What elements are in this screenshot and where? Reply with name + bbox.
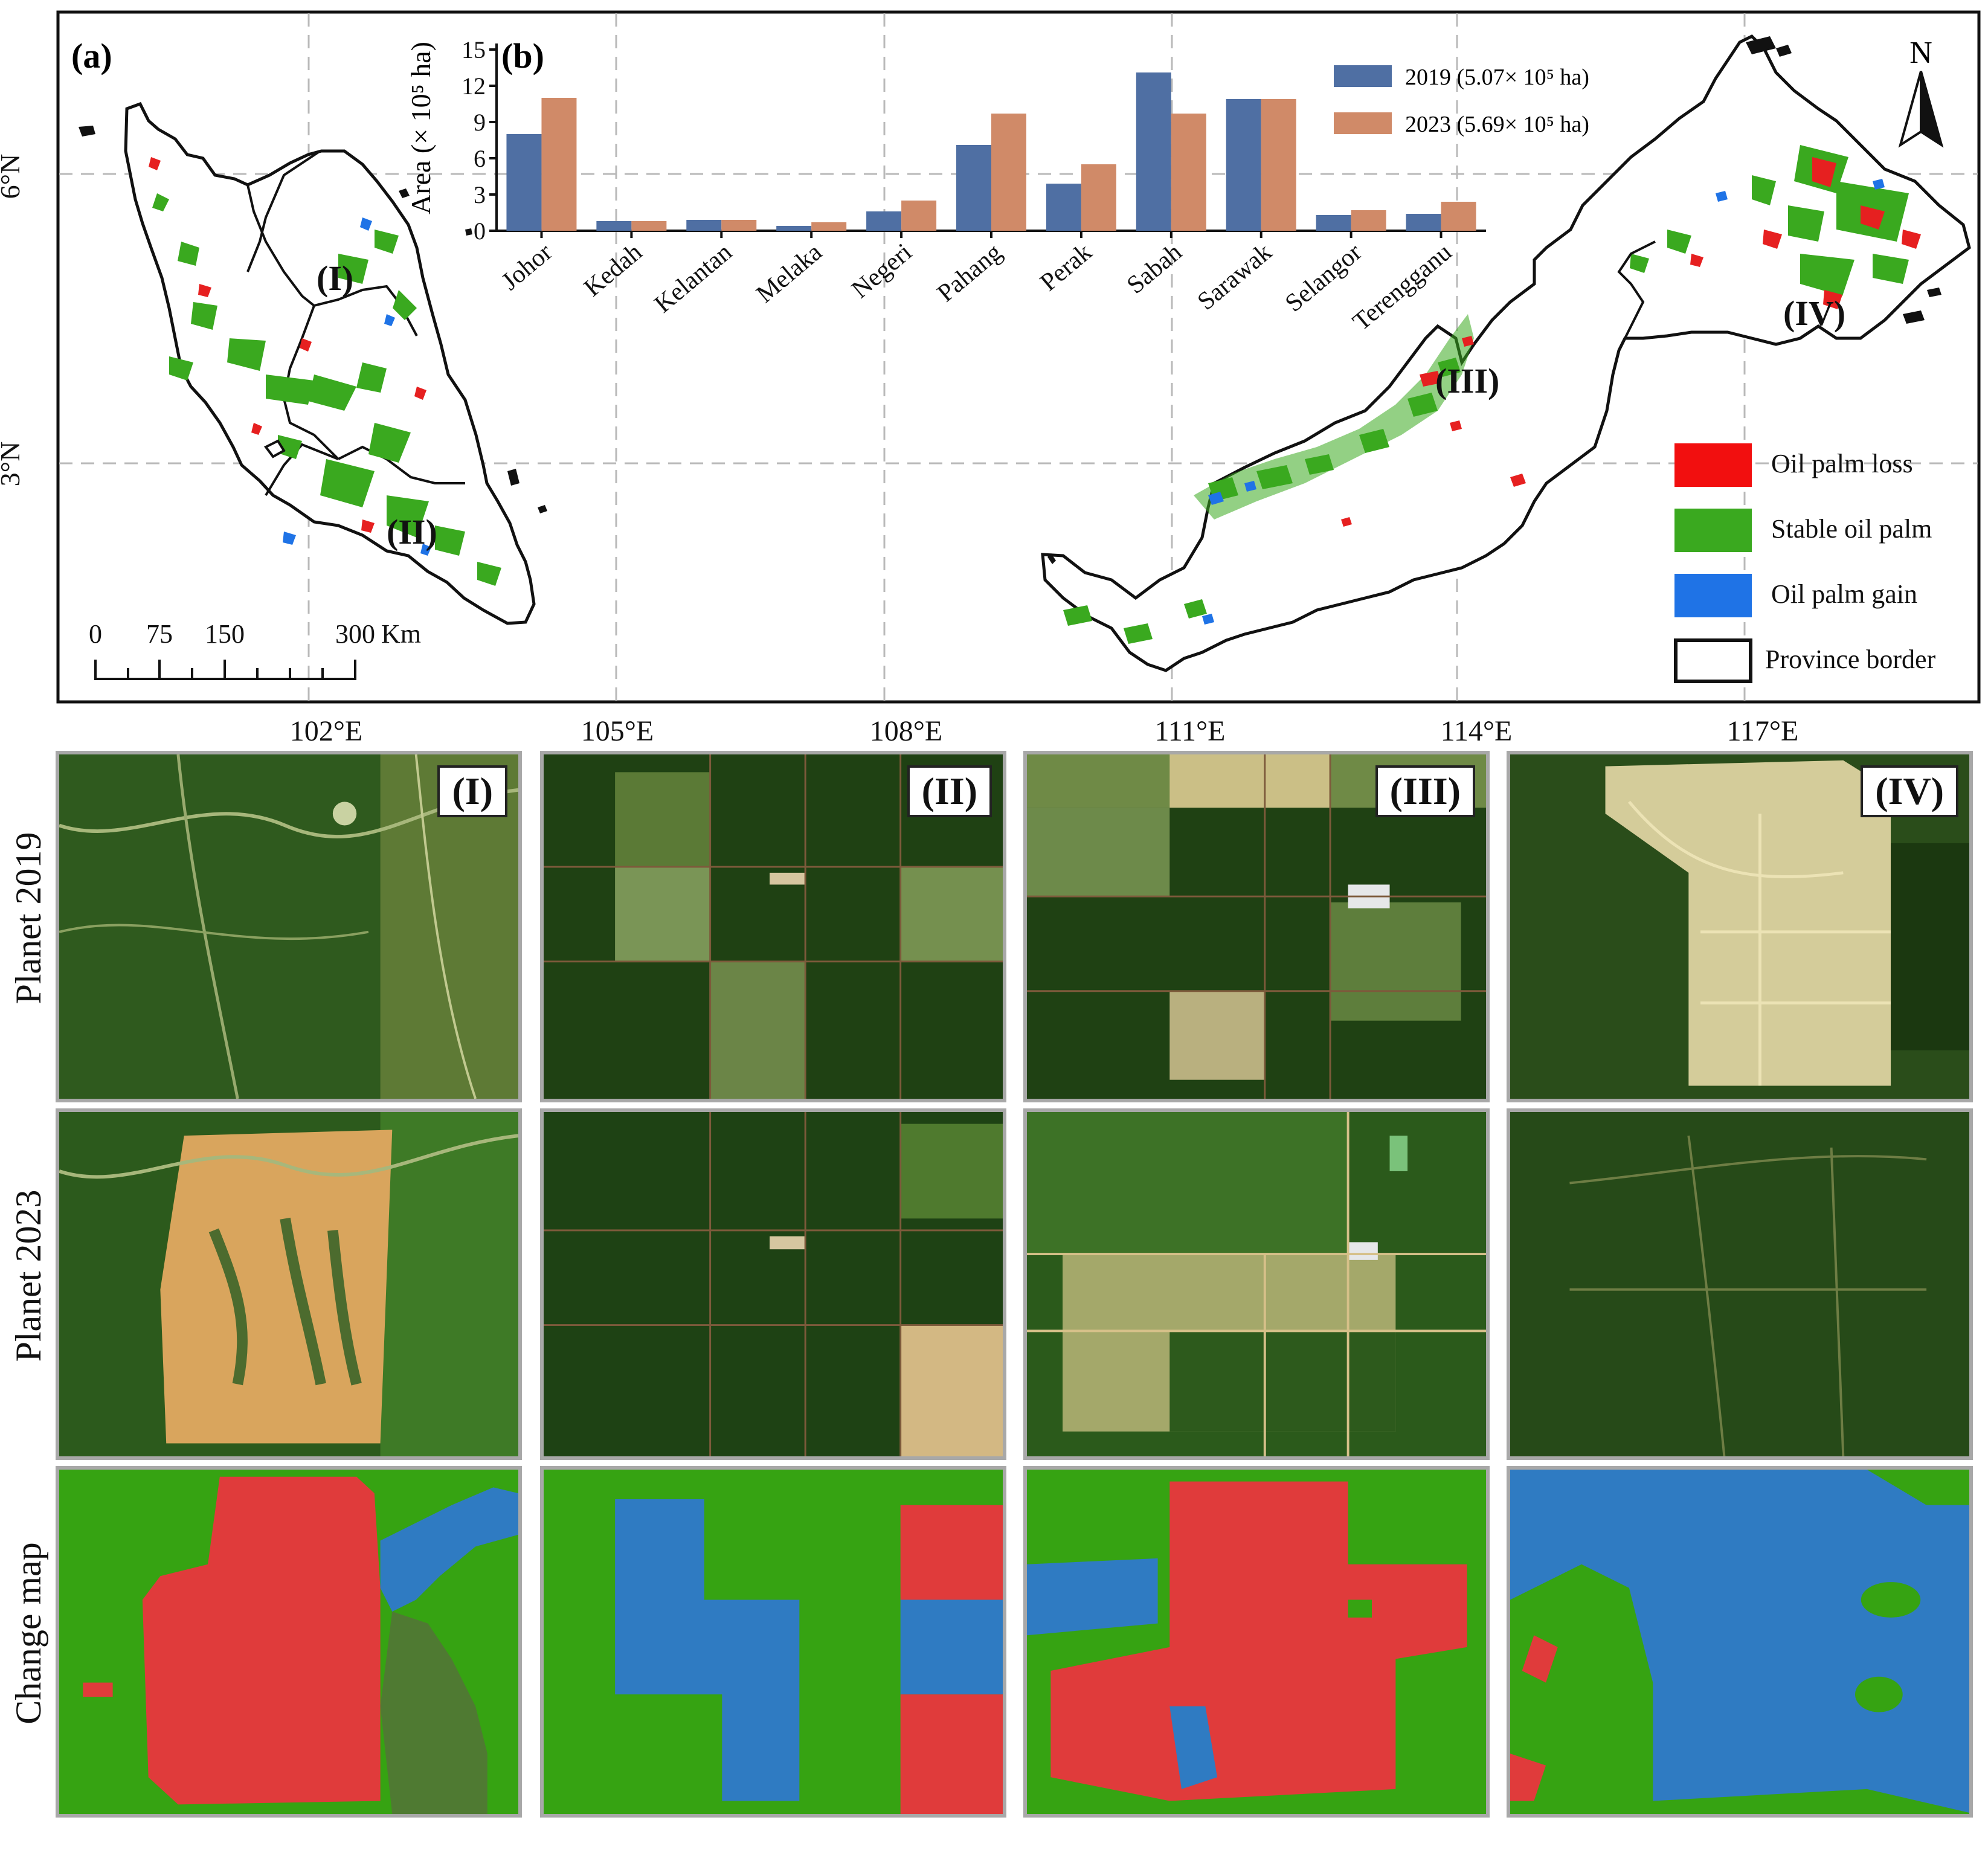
tile-label-region-4: (IV) bbox=[1861, 765, 1958, 817]
lat-labels: 6°N 3°N bbox=[0, 154, 25, 487]
bar-2019-terengganu bbox=[1406, 214, 1441, 231]
lat-label-3n: 3°N bbox=[0, 442, 25, 487]
tile-2023-region-2 bbox=[540, 1108, 1006, 1460]
tile-change-region-3 bbox=[1023, 1466, 1490, 1818]
scale-tick-0: 0 bbox=[89, 619, 102, 649]
bar-2019-sabah bbox=[1136, 72, 1171, 231]
bar-2023-kedah bbox=[631, 221, 667, 231]
bar-ytick-label: 9 bbox=[474, 109, 486, 136]
borneo-map bbox=[1041, 34, 1971, 672]
lon-label-108: 108°E bbox=[870, 715, 943, 743]
tile-label-region-1: (I) bbox=[437, 765, 507, 817]
legend-swatch-gain bbox=[1674, 574, 1752, 617]
bar-2023-sabah bbox=[1171, 114, 1206, 231]
bar-2019-negeri bbox=[866, 211, 902, 231]
tile-change-region-2 bbox=[540, 1466, 1006, 1818]
bar-2023-johor bbox=[541, 98, 577, 231]
bar-chart-marks bbox=[506, 72, 1476, 231]
lon-labels: 102°E 105°E 108°E 111°E 114°E 117°E bbox=[290, 715, 1799, 743]
scale-tick-150: 150 bbox=[205, 619, 245, 649]
legend-label-gain: Oil palm gain bbox=[1771, 579, 1917, 609]
tile-change-region-4 bbox=[1507, 1466, 1973, 1818]
bar-chart-ylabel: Area (× 10⁵ ha) bbox=[405, 42, 436, 214]
bar-chart-legend: 2019 (5.07× 10⁵ ha) 2023 (5.69× 10⁵ ha) bbox=[1334, 65, 1589, 137]
tile-label-region-2: (II) bbox=[907, 765, 992, 817]
bar-2019-johor bbox=[506, 134, 542, 231]
bar-ytick-label: 3 bbox=[474, 181, 486, 208]
scale-unit: Km bbox=[381, 619, 421, 649]
tile-2023-region-3 bbox=[1023, 1108, 1490, 1460]
region-label-1: (I) bbox=[317, 259, 353, 298]
bar-legend-swatch-2019 bbox=[1334, 65, 1392, 87]
bar-2023-selangor bbox=[1351, 210, 1386, 231]
row-label-2019: Planet 2019 bbox=[8, 832, 48, 1005]
tile-2023-region-4 bbox=[1507, 1108, 1973, 1460]
lon-label-105: 105°E bbox=[581, 715, 654, 743]
row-label-2023: Planet 2023 bbox=[8, 1189, 48, 1362]
lon-label-114: 114°E bbox=[1441, 715, 1513, 743]
bar-2019-pahang bbox=[956, 145, 991, 231]
tile-2019-region-4: (IV) bbox=[1507, 751, 1973, 1102]
tile-2019-region-3: (III) bbox=[1023, 751, 1490, 1102]
bar-ytick-label: 15 bbox=[462, 36, 486, 63]
bar-2023-negeri bbox=[901, 201, 937, 231]
bar-2023-pahang bbox=[991, 114, 1026, 231]
row-label-change: Change map bbox=[8, 1542, 48, 1725]
bar-ytick-label: 0 bbox=[474, 217, 486, 245]
bar-legend-label-2023: 2023 (5.69× 10⁵ ha) bbox=[1405, 112, 1589, 137]
map-panel: 6°N 3°N 102°E 105°E 108°E 111°E 114°E 11… bbox=[0, 10, 1981, 743]
tile-2023-region-1 bbox=[56, 1108, 522, 1460]
peninsular-malaysia-map bbox=[79, 101, 547, 625]
bar-ytick-label: 12 bbox=[462, 72, 486, 100]
bar-ytick-label: 6 bbox=[474, 145, 486, 172]
bar-2019-selangor bbox=[1316, 215, 1351, 231]
tile-2019-region-1: (I) bbox=[56, 751, 522, 1102]
scale-tick-75: 75 bbox=[146, 619, 173, 649]
lon-label-117: 117°E bbox=[1727, 715, 1799, 743]
bar-2019-melaka bbox=[776, 226, 812, 231]
legend-swatch-border bbox=[1674, 638, 1752, 683]
lon-label-102: 102°E bbox=[290, 715, 363, 743]
bar-2019-perak bbox=[1046, 184, 1081, 231]
bar-2023-melaka bbox=[811, 222, 847, 231]
bar-2019-sarawak bbox=[1226, 99, 1261, 231]
region-label-4: (IV) bbox=[1783, 294, 1845, 333]
scale-bar: 0 75 150 300 Km bbox=[89, 619, 421, 680]
region-label-2: (II) bbox=[387, 512, 437, 551]
lat-label-6n: 6°N bbox=[0, 154, 25, 199]
map-legend: Oil palm loss Stable oil palm Oil palm g… bbox=[1674, 443, 1936, 683]
bar-2019-kelantan bbox=[686, 220, 722, 231]
legend-label-loss: Oil palm loss bbox=[1771, 449, 1913, 478]
bar-legend-label-2019: 2019 (5.07× 10⁵ ha) bbox=[1405, 65, 1589, 90]
tile-2019-region-2: (II) bbox=[540, 751, 1006, 1102]
region-labels: (I) (II) (III) (IV) bbox=[317, 259, 1845, 551]
north-label: N bbox=[1909, 36, 1932, 70]
legend-swatch-stable bbox=[1674, 509, 1752, 552]
bar-2023-kelantan bbox=[721, 220, 757, 231]
scale-tick-300: 300 bbox=[335, 619, 375, 649]
bar-2023-perak bbox=[1081, 164, 1116, 231]
legend-label-border: Province border bbox=[1765, 645, 1936, 674]
region-label-3: (III) bbox=[1435, 361, 1499, 400]
peninsula-pixels bbox=[149, 157, 501, 586]
bar-2023-terengganu bbox=[1441, 202, 1476, 231]
bar-legend-swatch-2023 bbox=[1334, 112, 1392, 134]
bar-2023-sarawak bbox=[1261, 99, 1296, 231]
bar-2019-kedah bbox=[596, 221, 632, 231]
panel-a-label: (a) bbox=[71, 36, 112, 76]
north-arrow: N bbox=[1898, 36, 1944, 148]
lon-label-111: 111°E bbox=[1155, 715, 1226, 743]
legend-label-stable: Stable oil palm bbox=[1771, 514, 1932, 544]
tile-change-region-1 bbox=[56, 1466, 522, 1818]
tile-label-region-3: (III) bbox=[1375, 765, 1475, 817]
panel-b-label: (b) bbox=[501, 36, 544, 76]
legend-swatch-loss bbox=[1674, 443, 1752, 487]
